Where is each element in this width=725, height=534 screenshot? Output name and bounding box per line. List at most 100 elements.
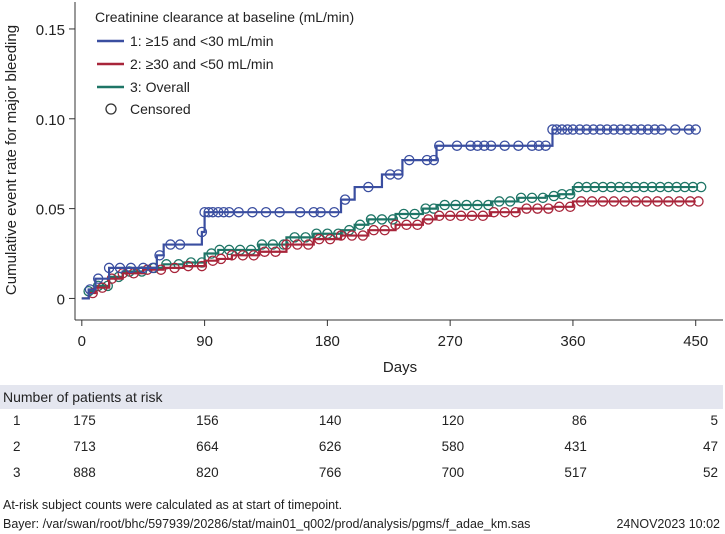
censored-marker	[574, 124, 586, 135]
censored-marker	[212, 206, 224, 218]
censored-marker	[398, 208, 410, 220]
risk-cell: 175	[73, 413, 96, 428]
censored-marker	[237, 250, 249, 261]
x-tick-label: 270	[438, 333, 463, 350]
risk-table-title: Number of patients at risk	[3, 389, 163, 405]
censored-marker	[368, 224, 380, 236]
censored-marker	[586, 196, 598, 207]
censored-marker	[155, 264, 167, 275]
censored-marker	[328, 206, 340, 218]
censored-marker	[289, 232, 300, 243]
censored-marker	[513, 140, 524, 151]
censored-marker	[335, 230, 347, 241]
censored-marker	[564, 188, 576, 200]
censored-marker	[629, 124, 640, 135]
y-tick-label: 0.10	[36, 112, 65, 129]
y-ticks: 0 0.05 0.10 0.15	[36, 22, 75, 308]
censored-marker	[274, 206, 285, 218]
series-3	[81, 181, 707, 300]
censored-marker	[114, 262, 126, 274]
censored-marker	[259, 246, 270, 257]
risk-row-label: 2	[13, 439, 21, 454]
censored-marker	[451, 140, 463, 151]
series-2-line	[81, 200, 696, 300]
censored-marker	[479, 140, 490, 151]
censored-marker	[526, 140, 538, 151]
censored-marker	[601, 124, 613, 135]
censored-marker	[174, 239, 186, 250]
censored-marker	[532, 203, 543, 214]
censored-marker	[674, 196, 685, 207]
censored-marker	[494, 196, 505, 207]
censored-marker	[384, 169, 396, 180]
censored-marker	[125, 262, 137, 274]
censored-marker	[554, 201, 565, 213]
legend-title: Creatinine clearance at baseline (mL/min…	[95, 9, 354, 25]
censored-marker	[488, 206, 500, 218]
censored-marker	[685, 196, 696, 207]
censored-marker	[256, 239, 268, 250]
censored-marker	[472, 140, 483, 151]
censored-marker	[622, 181, 633, 193]
censored-marker	[267, 239, 279, 250]
censored-marker	[510, 206, 521, 218]
source-path: Bayer: /var/swan/root/bhc/597939/20286/s…	[3, 517, 531, 531]
legend-label-3: 3: Overall	[130, 79, 190, 95]
censored-marker	[223, 244, 235, 256]
censored-marker	[663, 196, 674, 207]
censored-marker	[589, 181, 601, 193]
legend-censored-label: Censored	[130, 101, 191, 117]
x-ticks: 0 90 180 270 360 450	[78, 320, 708, 350]
risk-cell: 626	[318, 439, 342, 454]
censored-marker	[670, 124, 681, 135]
censored-marker	[615, 124, 626, 135]
censored-marker	[608, 124, 620, 135]
censored-marker	[428, 154, 440, 166]
censored-marker	[379, 224, 390, 236]
censored-marker	[526, 192, 538, 204]
censored-marker	[630, 196, 641, 207]
series-2	[81, 196, 704, 300]
censored-marker	[551, 124, 562, 135]
censored-marker	[393, 169, 404, 180]
censored-marker	[303, 239, 314, 250]
censored-marker	[247, 206, 258, 218]
censored-marker	[562, 124, 573, 135]
censored-marker	[567, 124, 579, 135]
censored-marker	[605, 181, 617, 193]
censored-marker	[169, 262, 180, 274]
censored-marker	[649, 124, 661, 135]
risk-cell: 820	[196, 465, 219, 480]
censored-marker	[619, 196, 631, 207]
censored-marker	[533, 140, 545, 151]
risk-cell: 52	[702, 465, 718, 480]
censored-marker	[687, 181, 699, 193]
risk-cell: 431	[564, 439, 587, 454]
censored-marker	[638, 181, 650, 193]
censored-marker	[409, 208, 420, 220]
series-layer	[81, 124, 707, 300]
censored-marker	[233, 206, 244, 218]
censored-marker	[655, 181, 666, 193]
censored-marker	[695, 181, 707, 193]
censored-marker	[248, 250, 259, 261]
censored-marker	[556, 188, 568, 200]
x-tick-label: 450	[683, 333, 708, 350]
censored-marker	[455, 210, 467, 222]
censored-marker	[641, 196, 652, 207]
censored-marker	[226, 250, 238, 261]
censored-marker	[428, 203, 440, 214]
censored-marker	[215, 253, 227, 265]
censored-marker	[588, 124, 599, 135]
censored-marker	[270, 246, 281, 257]
series-1-line	[81, 128, 696, 300]
x-tick-label: 180	[315, 333, 340, 350]
risk-cell: 86	[571, 413, 587, 428]
censored-marker	[499, 206, 510, 218]
censored-marker	[597, 196, 609, 207]
censored-marker	[630, 181, 641, 193]
x-tick-label: 360	[560, 333, 585, 350]
censored-marker	[421, 154, 433, 166]
censored-marker	[403, 154, 415, 166]
censored-marker	[300, 232, 311, 243]
